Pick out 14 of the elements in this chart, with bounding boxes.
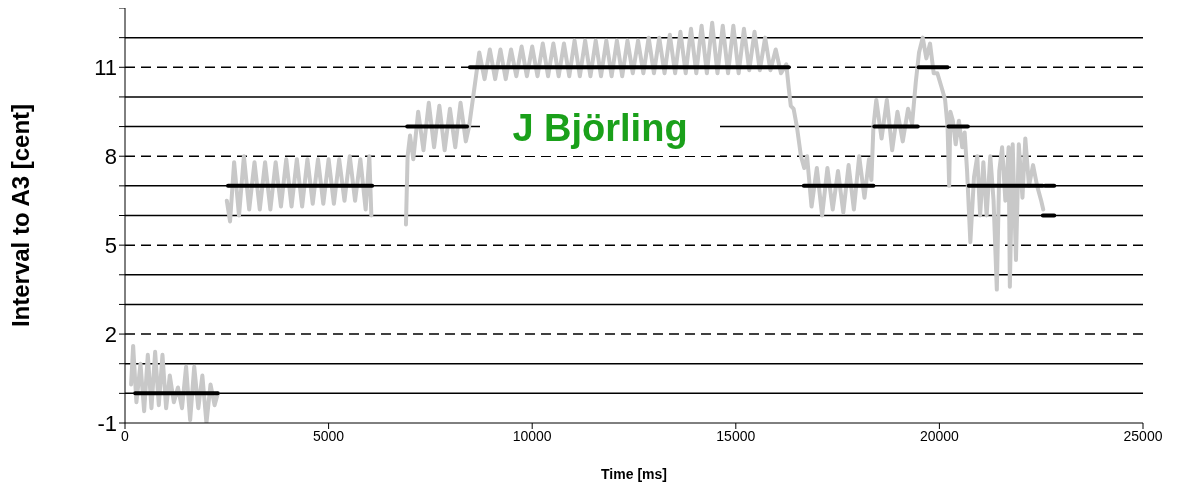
x-tick-label: 20000: [919, 427, 960, 444]
x-axis-title: Time [ms]: [601, 466, 667, 482]
annotation: J Björling: [480, 100, 720, 156]
y-tick-label: 8: [104, 144, 117, 170]
y-tick-label: 5: [104, 232, 117, 258]
x-tick-label: 10000: [512, 427, 552, 444]
x-tick-label: 5000: [313, 427, 345, 444]
y-tick-label: -1: [97, 410, 117, 436]
y-tick-label: 2: [104, 321, 117, 347]
x-tick-label: 15000: [716, 427, 756, 444]
x-tick-label: 0: [121, 427, 130, 444]
x-tick-label: 25000: [1123, 427, 1163, 444]
y-tick-label: 11: [94, 55, 117, 81]
y-axis-title: Interval to A3 [cent]: [6, 103, 34, 328]
